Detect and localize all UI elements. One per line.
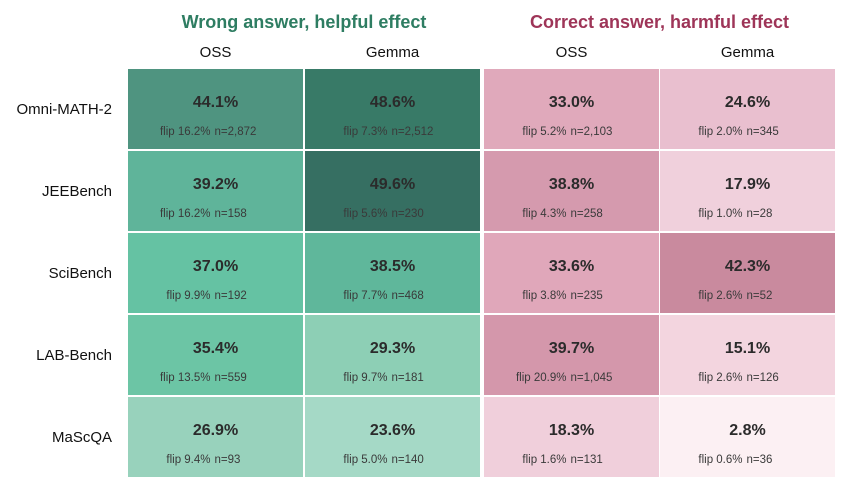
heatmap-cell bbox=[128, 397, 303, 477]
row-label: SciBench bbox=[49, 265, 112, 282]
cell-n: n=559 bbox=[215, 372, 247, 384]
panel-title: Wrong answer, helpful effect bbox=[182, 12, 427, 32]
heatmap-cell bbox=[305, 397, 480, 477]
heatmap-cell bbox=[484, 233, 659, 313]
cell-n: n=2,872 bbox=[215, 126, 257, 138]
heatmap-cell bbox=[484, 315, 659, 395]
cell-flip: flip 1.6% bbox=[522, 454, 566, 466]
cell-value: 33.0% bbox=[549, 94, 594, 111]
cell-n: n=468 bbox=[392, 290, 424, 302]
cell-value: 37.0% bbox=[193, 258, 238, 275]
cell-value: 24.6% bbox=[725, 94, 770, 111]
cell-value: 38.8% bbox=[549, 176, 594, 193]
cell-value: 39.2% bbox=[193, 176, 238, 193]
heatmap-cell bbox=[660, 151, 835, 231]
heatmap-cell bbox=[305, 151, 480, 231]
cell-n: n=1,045 bbox=[571, 372, 613, 384]
cell-flip: flip 5.2% bbox=[522, 126, 566, 138]
row-label: JEEBench bbox=[42, 183, 112, 200]
cell-value: 17.9% bbox=[725, 176, 770, 193]
cell-value: 48.6% bbox=[370, 94, 415, 111]
heatmap-cell bbox=[128, 151, 303, 231]
cell-flip: flip 2.0% bbox=[698, 126, 742, 138]
heatmap-cell bbox=[305, 233, 480, 313]
cell-flip: flip 9.4% bbox=[166, 454, 210, 466]
heatmap-cell bbox=[128, 69, 303, 149]
cell-flip: flip 7.7% bbox=[343, 290, 387, 302]
cell-n: n=2,103 bbox=[571, 126, 613, 138]
cell-n: n=131 bbox=[571, 454, 603, 466]
row-label: MaScQA bbox=[52, 429, 112, 446]
heatmap-cell bbox=[128, 315, 303, 395]
cell-n: n=140 bbox=[392, 454, 424, 466]
cell-flip: flip 9.7% bbox=[343, 372, 387, 384]
heatmap-cell bbox=[660, 315, 835, 395]
heatmap-cell bbox=[305, 69, 480, 149]
cell-value: 44.1% bbox=[193, 94, 238, 111]
panel-title: Correct answer, harmful effect bbox=[530, 12, 789, 32]
cell-flip: flip 4.3% bbox=[522, 208, 566, 220]
cell-flip: flip 16.2% bbox=[160, 126, 211, 138]
cell-value: 23.6% bbox=[370, 422, 415, 439]
column-label: Gemma bbox=[366, 44, 420, 61]
cell-value: 49.6% bbox=[370, 176, 415, 193]
cell-n: n=235 bbox=[571, 290, 603, 302]
cell-flip: flip 0.6% bbox=[698, 454, 742, 466]
cell-n: n=181 bbox=[392, 372, 424, 384]
cell-n: n=230 bbox=[392, 208, 424, 220]
cell-n: n=258 bbox=[571, 208, 603, 220]
heatmap-cell bbox=[660, 69, 835, 149]
heatmap-cell bbox=[660, 233, 835, 313]
cell-flip: flip 16.2% bbox=[160, 208, 211, 220]
cell-value: 33.6% bbox=[549, 258, 594, 275]
cell-flip: flip 2.6% bbox=[698, 290, 742, 302]
cell-value: 35.4% bbox=[193, 340, 238, 357]
cell-flip: flip 3.8% bbox=[522, 290, 566, 302]
column-label: OSS bbox=[556, 44, 588, 61]
cell-flip: flip 5.0% bbox=[343, 454, 387, 466]
cell-flip: flip 2.6% bbox=[698, 372, 742, 384]
heatmap-cell bbox=[128, 233, 303, 313]
cell-value: 15.1% bbox=[725, 340, 770, 357]
cell-value: 39.7% bbox=[549, 340, 594, 357]
cell-n: n=2,512 bbox=[392, 126, 434, 138]
heatmap-cell bbox=[484, 69, 659, 149]
cell-value: 18.3% bbox=[549, 422, 594, 439]
cell-n: n=158 bbox=[215, 208, 247, 220]
cell-flip: flip 5.6% bbox=[343, 208, 387, 220]
cell-value: 42.3% bbox=[725, 258, 770, 275]
heatmap-cell bbox=[484, 151, 659, 231]
cell-n: n=36 bbox=[747, 454, 773, 466]
cell-flip: flip 7.3% bbox=[343, 126, 387, 138]
cell-value: 2.8% bbox=[729, 422, 765, 439]
cell-value: 26.9% bbox=[193, 422, 238, 439]
cell-n: n=345 bbox=[747, 126, 779, 138]
cell-n: n=28 bbox=[747, 208, 773, 220]
cell-n: n=93 bbox=[215, 454, 241, 466]
cell-n: n=52 bbox=[747, 290, 773, 302]
cell-flip: flip 13.5% bbox=[160, 372, 211, 384]
cell-flip: flip 9.9% bbox=[166, 290, 210, 302]
heatmap-cell bbox=[660, 397, 835, 477]
cell-value: 38.5% bbox=[370, 258, 415, 275]
cell-n: n=192 bbox=[215, 290, 247, 302]
cell-value: 29.3% bbox=[370, 340, 415, 357]
cell-n: n=126 bbox=[747, 372, 779, 384]
row-label: Omni-MATH-2 bbox=[16, 101, 112, 118]
row-label: LAB-Bench bbox=[36, 347, 112, 364]
heatmap-cell bbox=[484, 397, 659, 477]
column-label: Gemma bbox=[721, 44, 775, 61]
cell-flip: flip 20.9% bbox=[516, 372, 567, 384]
column-label: OSS bbox=[200, 44, 232, 61]
cell-flip: flip 1.0% bbox=[698, 208, 742, 220]
heatmap-cell bbox=[305, 315, 480, 395]
